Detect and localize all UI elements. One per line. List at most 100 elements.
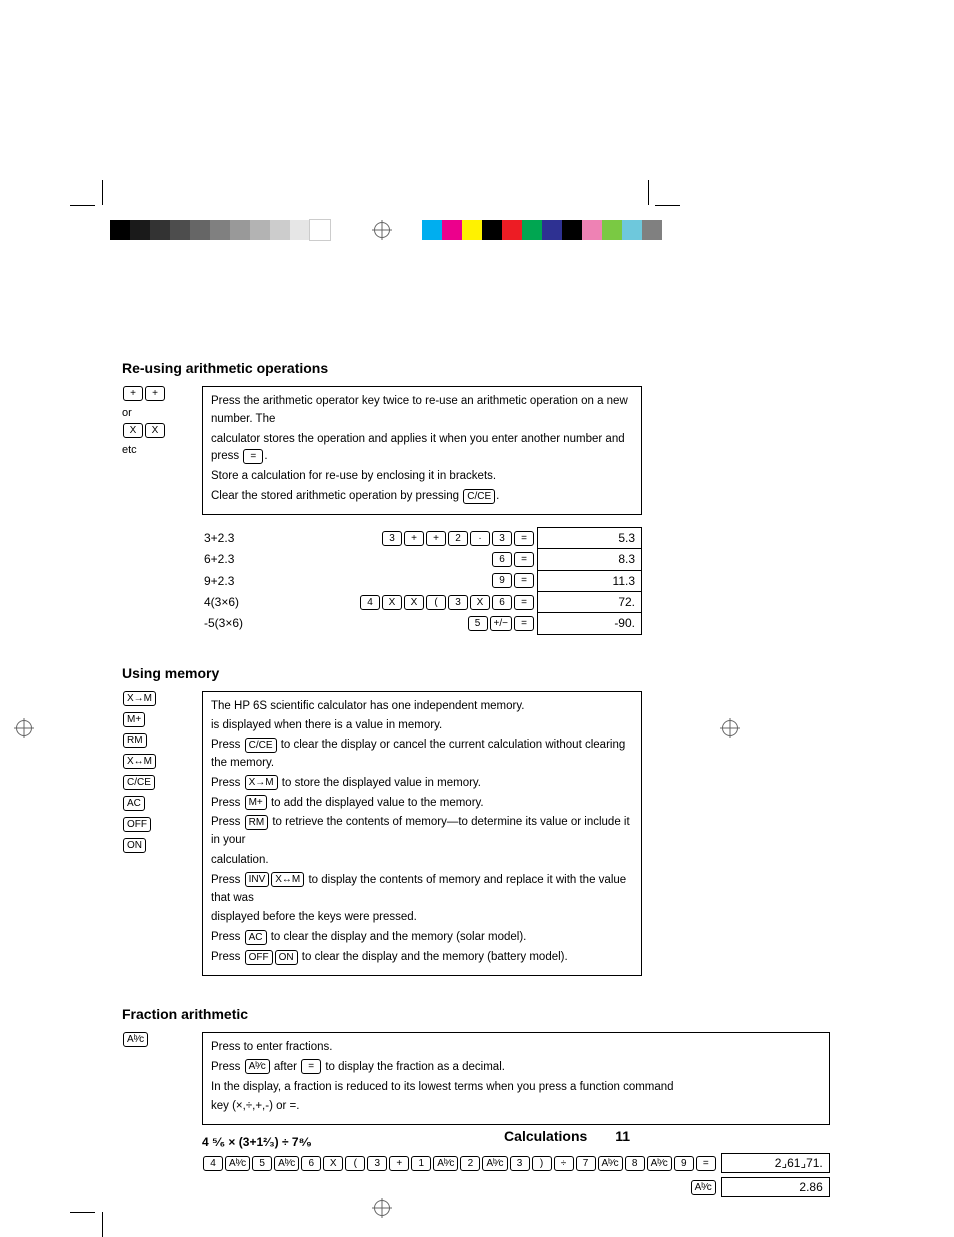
section-heading-reusing: Re-using arithmetic operations (122, 360, 642, 376)
calc-key-icon: ÷ (554, 1156, 574, 1171)
calc-key-icon: 8 (625, 1156, 645, 1171)
section3-infobox: Press to enter fractions. Press Aᵇ⁄c aft… (202, 1032, 830, 1125)
calc-key-icon: 2 (448, 531, 468, 546)
x-key-icon: X (123, 423, 143, 438)
calc-key-icon: · (470, 531, 490, 546)
key-sequence-cell: 3++2·3= (321, 527, 538, 548)
calc-key-icon: 4 (360, 595, 380, 610)
calc-key-icon: 1 (411, 1156, 431, 1171)
expression-cell: 3+2.3 (202, 527, 321, 548)
xtostore-key-icon: X→M (245, 775, 278, 790)
calc-key-icon: X (382, 595, 402, 610)
text-or: or (122, 407, 202, 419)
fraction-keyseq-row: Aᵇ⁄c 2.86 (202, 1177, 830, 1197)
crop-mark (70, 205, 95, 206)
key-sequence: 4Aᵇ⁄c5Aᵇ⁄c6X(3+1Aᵇ⁄c2Aᵇ⁄c3)÷7Aᵇ⁄c8Aᵇ⁄c9= (202, 1155, 717, 1170)
manual-page: Re-using arithmetic operations ++ or XX … (0, 0, 954, 1235)
calc-key-icon: AC (123, 796, 145, 811)
result-display: 2.86 (721, 1177, 830, 1197)
calc-key-icon: RM (123, 733, 147, 748)
calc-key-icon: Aᵇ⁄c (482, 1156, 507, 1171)
result-cell: 11.3 (538, 570, 642, 591)
section-heading-memory: Using memory (122, 665, 642, 681)
calc-key-icon: ( (345, 1156, 365, 1171)
calc-key-icon: = (514, 531, 534, 546)
key-sequence-cell: 4XX(3X6= (321, 591, 538, 612)
plus-key-icon: + (145, 386, 165, 401)
calc-key-icon: 9 (674, 1156, 694, 1171)
calc-key-icon: 3 (382, 531, 402, 546)
calc-key-icon: X (470, 595, 490, 610)
key-sequence: Aᵇ⁄c (202, 1179, 717, 1194)
calc-key-icon: 4 (203, 1156, 223, 1171)
calc-key-icon: 7 (576, 1156, 596, 1171)
calc-key-icon: 6 (301, 1156, 321, 1171)
cce-key-icon: C/CE (245, 738, 277, 753)
footer-page-number: 11 (615, 1128, 630, 1144)
section1-infobox: Press the arithmetic operator key twice … (202, 386, 642, 515)
key-sequence-cell: 6= (321, 549, 538, 570)
calc-key-icon: 2 (460, 1156, 480, 1171)
result-display: 2⌟61⌟71. (721, 1153, 830, 1173)
calc-key-icon: X (323, 1156, 343, 1171)
crop-mark (648, 180, 649, 205)
registration-mark-icon (722, 720, 738, 736)
mplus-key-icon: M+ (245, 795, 267, 810)
calc-key-icon: Aᵇ⁄c (691, 1180, 716, 1195)
ac-key-icon: AC (245, 930, 267, 945)
abc-key-icon: Aᵇ⁄c (245, 1059, 270, 1074)
crop-mark (70, 1212, 95, 1213)
result-cell: 8.3 (538, 549, 642, 570)
registration-mark-icon (16, 720, 32, 736)
rm-key-icon: RM (245, 815, 269, 830)
calc-key-icon: + (426, 531, 446, 546)
calc-key-icon: = (514, 573, 534, 588)
key-sequence-cell: 9= (321, 570, 538, 591)
section2-infobox: The HP 6S scientific calculator has one … (202, 691, 642, 976)
calc-key-icon: OFF (123, 817, 151, 832)
crop-mark (102, 180, 103, 205)
section2-side-keys: X→MM+RMX↔MC/CEACOFFON (122, 691, 202, 976)
expression-cell: -5(3×6) (202, 613, 321, 634)
x-key-icon: X (145, 423, 165, 438)
section1-examples-table: 3+2.33++2·3=5.36+2.36=8.39+2.39=11.34(3×… (202, 527, 642, 635)
calc-key-icon: 3 (367, 1156, 387, 1171)
calc-key-icon: Aᵇ⁄c (598, 1156, 623, 1171)
calc-key-icon: 9 (492, 573, 512, 588)
calc-key-icon: 6 (492, 552, 512, 567)
calc-key-icon: ) (532, 1156, 552, 1171)
section-heading-fraction: Fraction arithmetic (122, 1006, 642, 1022)
equals-key-icon: = (301, 1059, 321, 1074)
xswap-key-icon: X↔M (271, 872, 304, 887)
calc-key-icon: Aᵇ⁄c (225, 1156, 250, 1171)
registration-mark-icon (374, 1200, 390, 1216)
fraction-keyseq-row: 4Aᵇ⁄c5Aᵇ⁄c6X(3+1Aᵇ⁄c2Aᵇ⁄c3)÷7Aᵇ⁄c8Aᵇ⁄c9=… (202, 1153, 830, 1173)
equals-key-icon: = (243, 449, 263, 464)
result-cell: -90. (538, 613, 642, 634)
calc-key-icon: 5 (252, 1156, 272, 1171)
result-cell: 5.3 (538, 527, 642, 548)
crop-mark (655, 205, 680, 206)
calc-key-icon: 5 (468, 616, 488, 631)
abc-key-icon: Aᵇ⁄c (123, 1032, 148, 1047)
expression-cell: 9+2.3 (202, 570, 321, 591)
registration-mark-icon (374, 222, 390, 238)
calc-key-icon: +/− (490, 616, 512, 631)
calc-key-icon: + (404, 531, 424, 546)
inv-key-icon: INV (245, 872, 270, 887)
page-footer: Calculations 11 (122, 1128, 630, 1144)
calc-key-icon: X↔M (123, 754, 156, 769)
cce-key-icon: C/CE (463, 489, 495, 504)
calc-key-icon: = (514, 552, 534, 567)
calc-key-icon: X (404, 595, 424, 610)
color-calibration-bar (422, 220, 662, 240)
section3-side-keys: Aᵇ⁄c (122, 1032, 202, 1197)
calc-key-icon: ( (426, 595, 446, 610)
calc-key-icon: X→M (123, 691, 156, 706)
expression-cell: 4(3×6) (202, 591, 321, 612)
footer-section-label: Calculations (504, 1128, 587, 1144)
calc-key-icon: 6 (492, 595, 512, 610)
crop-mark (102, 1212, 103, 1237)
calc-key-icon: ON (123, 838, 146, 853)
calc-key-icon: = (696, 1156, 716, 1171)
